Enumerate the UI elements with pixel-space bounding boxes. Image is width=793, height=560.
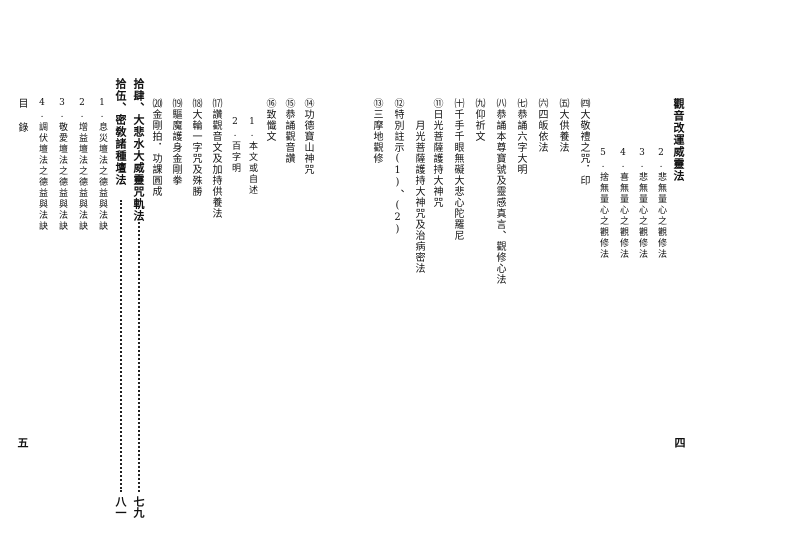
toc-subitem-l5: 3.敬愛壇法之德益與法訣 (57, 98, 67, 232)
page-number-left: 五 (16, 437, 29, 448)
leader-dots-14 (138, 222, 140, 492)
toc-item-r14: ⑫特別註示(1)、(2) (392, 98, 403, 236)
toc-item-l2: ⑮恭誦觀音讚 (283, 98, 294, 164)
leader-dots-15 (120, 200, 122, 492)
toc-item-l7: ⒇金剛拍．功課圓成 (150, 98, 161, 197)
toc-item-r15: ⑬三摩地觀修 (371, 98, 382, 164)
toc-item-r8: ㈦恭誦六字大明 (515, 98, 526, 175)
toc-subitem-l3: 1.息災壇法之德益與法訣 (97, 98, 107, 232)
toc-item-r1: 2.悲無量心之觀修法 (656, 148, 666, 260)
toc-item-l1: ⑭功德寶山神咒 (302, 98, 313, 175)
toc-item-r2: 3.悲無量心之觀修法 (637, 148, 647, 260)
toc-item-r5: ㈣大敬禮之咒．印 (578, 98, 589, 186)
toc-item-l6: ⒆驅魔護身金剛拳 (170, 98, 181, 186)
toc-item-l4: ⒄讚觀音文及加持供養法 (210, 98, 221, 219)
section-title: 觀音改運威靈法 (672, 98, 685, 182)
chapter-heading-15: 拾伍、密敎諸種壇法 (114, 78, 127, 186)
toc-subitem-l2: 2.百字明 (230, 117, 240, 174)
toc-item-r12: ⑪日光菩薩護持大神咒 (431, 98, 442, 208)
toc-item-r11: ㈩千手千眼無礙大悲心陀羅尼 (452, 98, 463, 241)
toc-item-r9: ㈧恭誦本尊寶號及靈感真言、觀修心法 (494, 98, 505, 285)
chapter-heading-14: 拾肆、大悲水大威靈咒軌法 (132, 78, 145, 222)
toc-item-r10: ㈨仰祈文 (473, 98, 484, 142)
toc-item-r7: ㈥四皈依法 (536, 98, 547, 153)
side-label-contents: 目錄 (16, 98, 27, 146)
toc-item-r6: ㈤大供養法 (557, 98, 568, 153)
page-number-right: 四 (673, 437, 686, 448)
toc-item-r4: 5.捨無量心之觀修法 (598, 148, 608, 260)
toc-subitem-l6: 4.調伏壇法之德益與法訣 (37, 98, 47, 232)
toc-item-r3: 4.喜無量心之觀修法 (618, 148, 628, 260)
toc-item-l5: ⒅大輪一字咒及殊勝 (190, 98, 201, 197)
toc-subitem-l1: 1.本文或自述 (247, 117, 257, 196)
toc-item-r13: 月光菩薩護持大神咒及治病密法 (413, 120, 424, 274)
chapter-page-14: 七九 (132, 496, 145, 518)
chapter-page-15: 八一 (114, 496, 127, 518)
toc-item-l3: ⑯致懺文 (264, 98, 275, 142)
toc-subitem-l4: 2.增益壇法之德益與法訣 (77, 98, 87, 232)
